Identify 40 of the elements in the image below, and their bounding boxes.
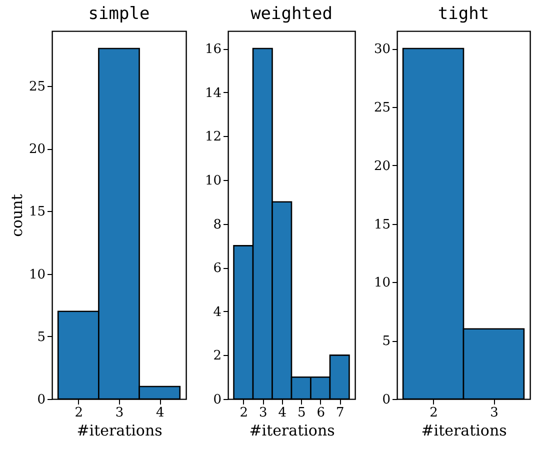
y-tick-label: 0 xyxy=(37,392,46,408)
y-axis-title: count xyxy=(8,194,26,237)
x-tick-label: 2 xyxy=(240,406,248,420)
x-tick-label: 6 xyxy=(316,406,326,420)
y-tick-label: 30 xyxy=(374,42,390,58)
y-tick-label: 14 xyxy=(204,86,222,101)
x-tick-label: 5 xyxy=(297,406,306,420)
x-tick-label: 4 xyxy=(156,406,164,420)
x-tick-label: 3 xyxy=(490,406,498,420)
chart-title: simple xyxy=(88,4,150,24)
x-tick-label: 2 xyxy=(74,406,84,420)
x-axis-title: #iterations xyxy=(421,422,507,440)
y-tick-label: 8 xyxy=(213,217,222,232)
y-tick-label: 10 xyxy=(374,276,390,291)
y-tick-label: 0 xyxy=(382,392,390,408)
y-tick-label: 5 xyxy=(382,334,390,350)
y-tick-label: 20 xyxy=(374,158,390,174)
y-tick-label: 20 xyxy=(28,142,46,158)
y-tick-label: 10 xyxy=(28,267,46,282)
y-tick-label: 4 xyxy=(213,304,222,320)
y-tick-label: 10 xyxy=(204,173,222,188)
x-tick-label: 7 xyxy=(336,406,344,420)
x-tick-label: 3 xyxy=(115,406,124,420)
x-tick-label: 2 xyxy=(430,406,438,420)
y-tick-label: 6 xyxy=(213,261,222,276)
y-tick-label: 25 xyxy=(28,80,46,95)
y-tick-label: 12 xyxy=(204,130,222,145)
y-tick-label: 5 xyxy=(37,330,46,345)
y-tick-label: 16 xyxy=(204,42,222,58)
chart-title: weighted xyxy=(250,4,332,24)
y-tick-label: 0 xyxy=(213,392,222,408)
y-tick-label: 25 xyxy=(374,100,390,116)
x-axis-title: #iterations xyxy=(76,422,162,440)
y-tick-label: 2 xyxy=(213,348,222,364)
x-tick-label: 3 xyxy=(258,406,268,420)
x-axis-title: #iterations xyxy=(249,422,335,440)
y-tick-label: 15 xyxy=(28,204,46,220)
chart-title: tight xyxy=(438,4,490,24)
y-tick-label: 15 xyxy=(374,217,390,232)
x-tick-label: 4 xyxy=(278,406,287,420)
